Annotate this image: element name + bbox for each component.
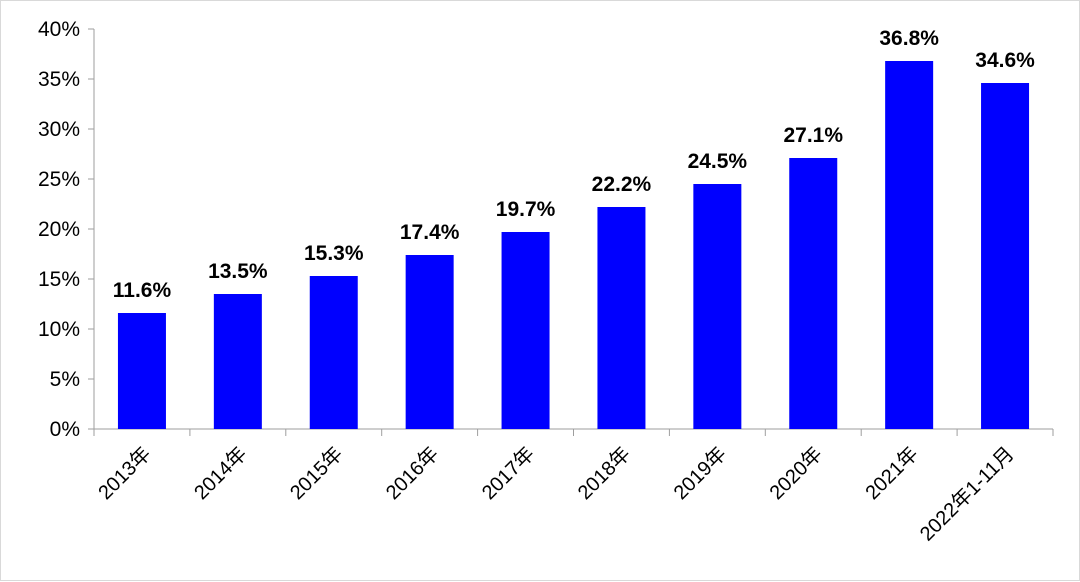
bar (693, 184, 742, 429)
x-tick-label: 2020年 (765, 442, 827, 504)
y-tick-label: 20% (38, 218, 80, 241)
bar (981, 83, 1030, 429)
bar (117, 313, 166, 429)
bar (213, 294, 262, 429)
y-tick-label: 10% (38, 318, 80, 341)
x-axis: 2013年 2014年 2015年 2016年 2017年 2018年 2019年 2020年… (93, 428, 1054, 546)
bar (885, 61, 934, 429)
data-label: 36.8% (879, 27, 939, 50)
x-tick-label: 2021年 (861, 442, 923, 504)
data-label: 34.6% (975, 49, 1035, 72)
x-tick-label: 2013年 (94, 442, 156, 504)
y-tick-label: 30% (38, 118, 80, 141)
data-label: 19.7% (496, 198, 556, 221)
data-label: 15.3% (304, 242, 364, 265)
data-labels: 11.6% 13.5% 15.3% 17.4% 19.7% 22.2% 24.5% 27.1%… (113, 27, 1035, 302)
y-tick-label: 15% (38, 268, 80, 291)
y-tick-label: 40% (38, 18, 80, 41)
data-label: 17.4% (400, 221, 460, 244)
data-label: 11.6% (113, 279, 172, 302)
y-tick-label: 35% (38, 68, 80, 91)
x-tick-label: 2015年 (285, 442, 347, 504)
data-label: 24.5% (688, 150, 748, 173)
bar (309, 276, 358, 429)
x-tick-label: 2022年1-11月 (915, 442, 1018, 545)
y-tick-label: 25% (38, 168, 80, 191)
x-tick-label: 2019年 (669, 442, 731, 504)
data-label: 27.1% (783, 124, 843, 147)
y-axis: 0% 5% 10% 15% 20% 25% 30% 35% 40% (38, 18, 95, 441)
x-tick-label: 2017年 (477, 442, 539, 504)
x-tick-label: 2018年 (573, 442, 635, 504)
bar (597, 207, 646, 429)
x-tick-label: 2016年 (381, 442, 443, 504)
bar (789, 158, 838, 429)
x-tick-label: 2014年 (190, 442, 252, 504)
data-label: 13.5% (208, 260, 268, 283)
bar (405, 255, 454, 429)
y-tick-label: 0% (50, 418, 80, 441)
y-tick-label: 5% (50, 368, 80, 391)
data-label: 22.2% (592, 173, 652, 196)
bars (117, 61, 1030, 429)
bar (501, 232, 550, 429)
